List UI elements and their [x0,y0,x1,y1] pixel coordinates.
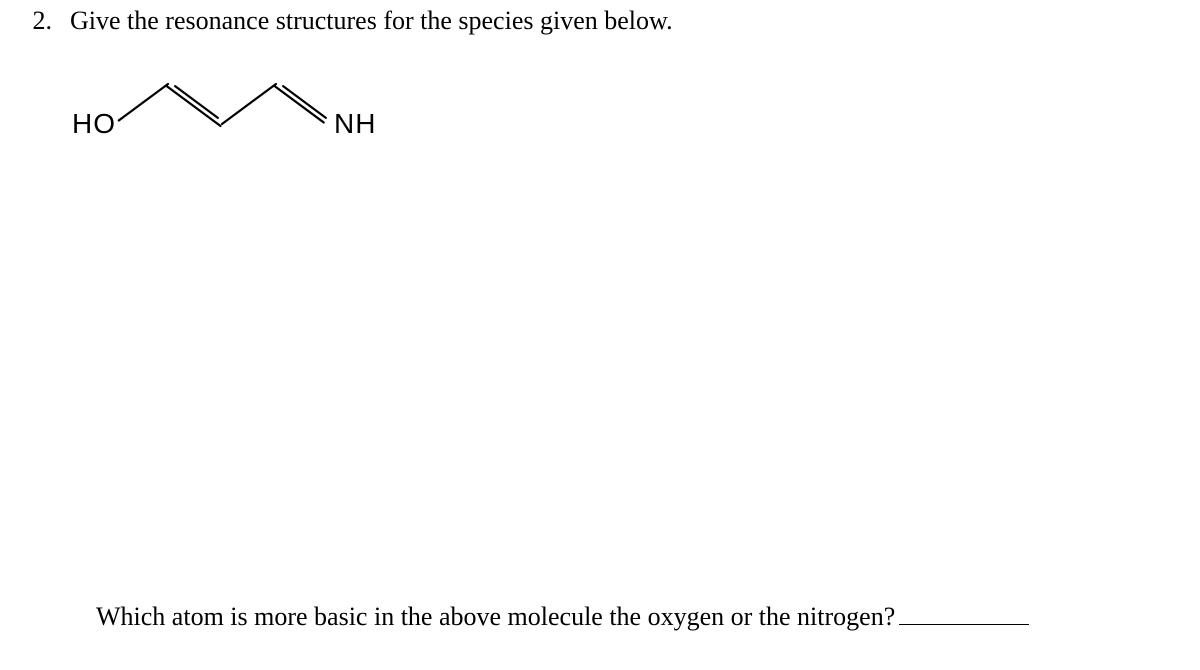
question-row: 2. Give the resonance structures for the… [24,6,673,36]
question-prompt: Give the resonance structures for the sp… [60,6,673,36]
molecule-diagram: HO NH [90,60,390,175]
question-number: 2. [24,6,60,36]
answer-blank[interactable] [899,596,1029,625]
atom-label-nh: NH [334,108,376,140]
followup-question: Which atom is more basic in the above mo… [96,596,1029,632]
atom-label-ho: HO [72,108,116,140]
followup-text: Which atom is more basic in the above mo… [96,602,895,632]
